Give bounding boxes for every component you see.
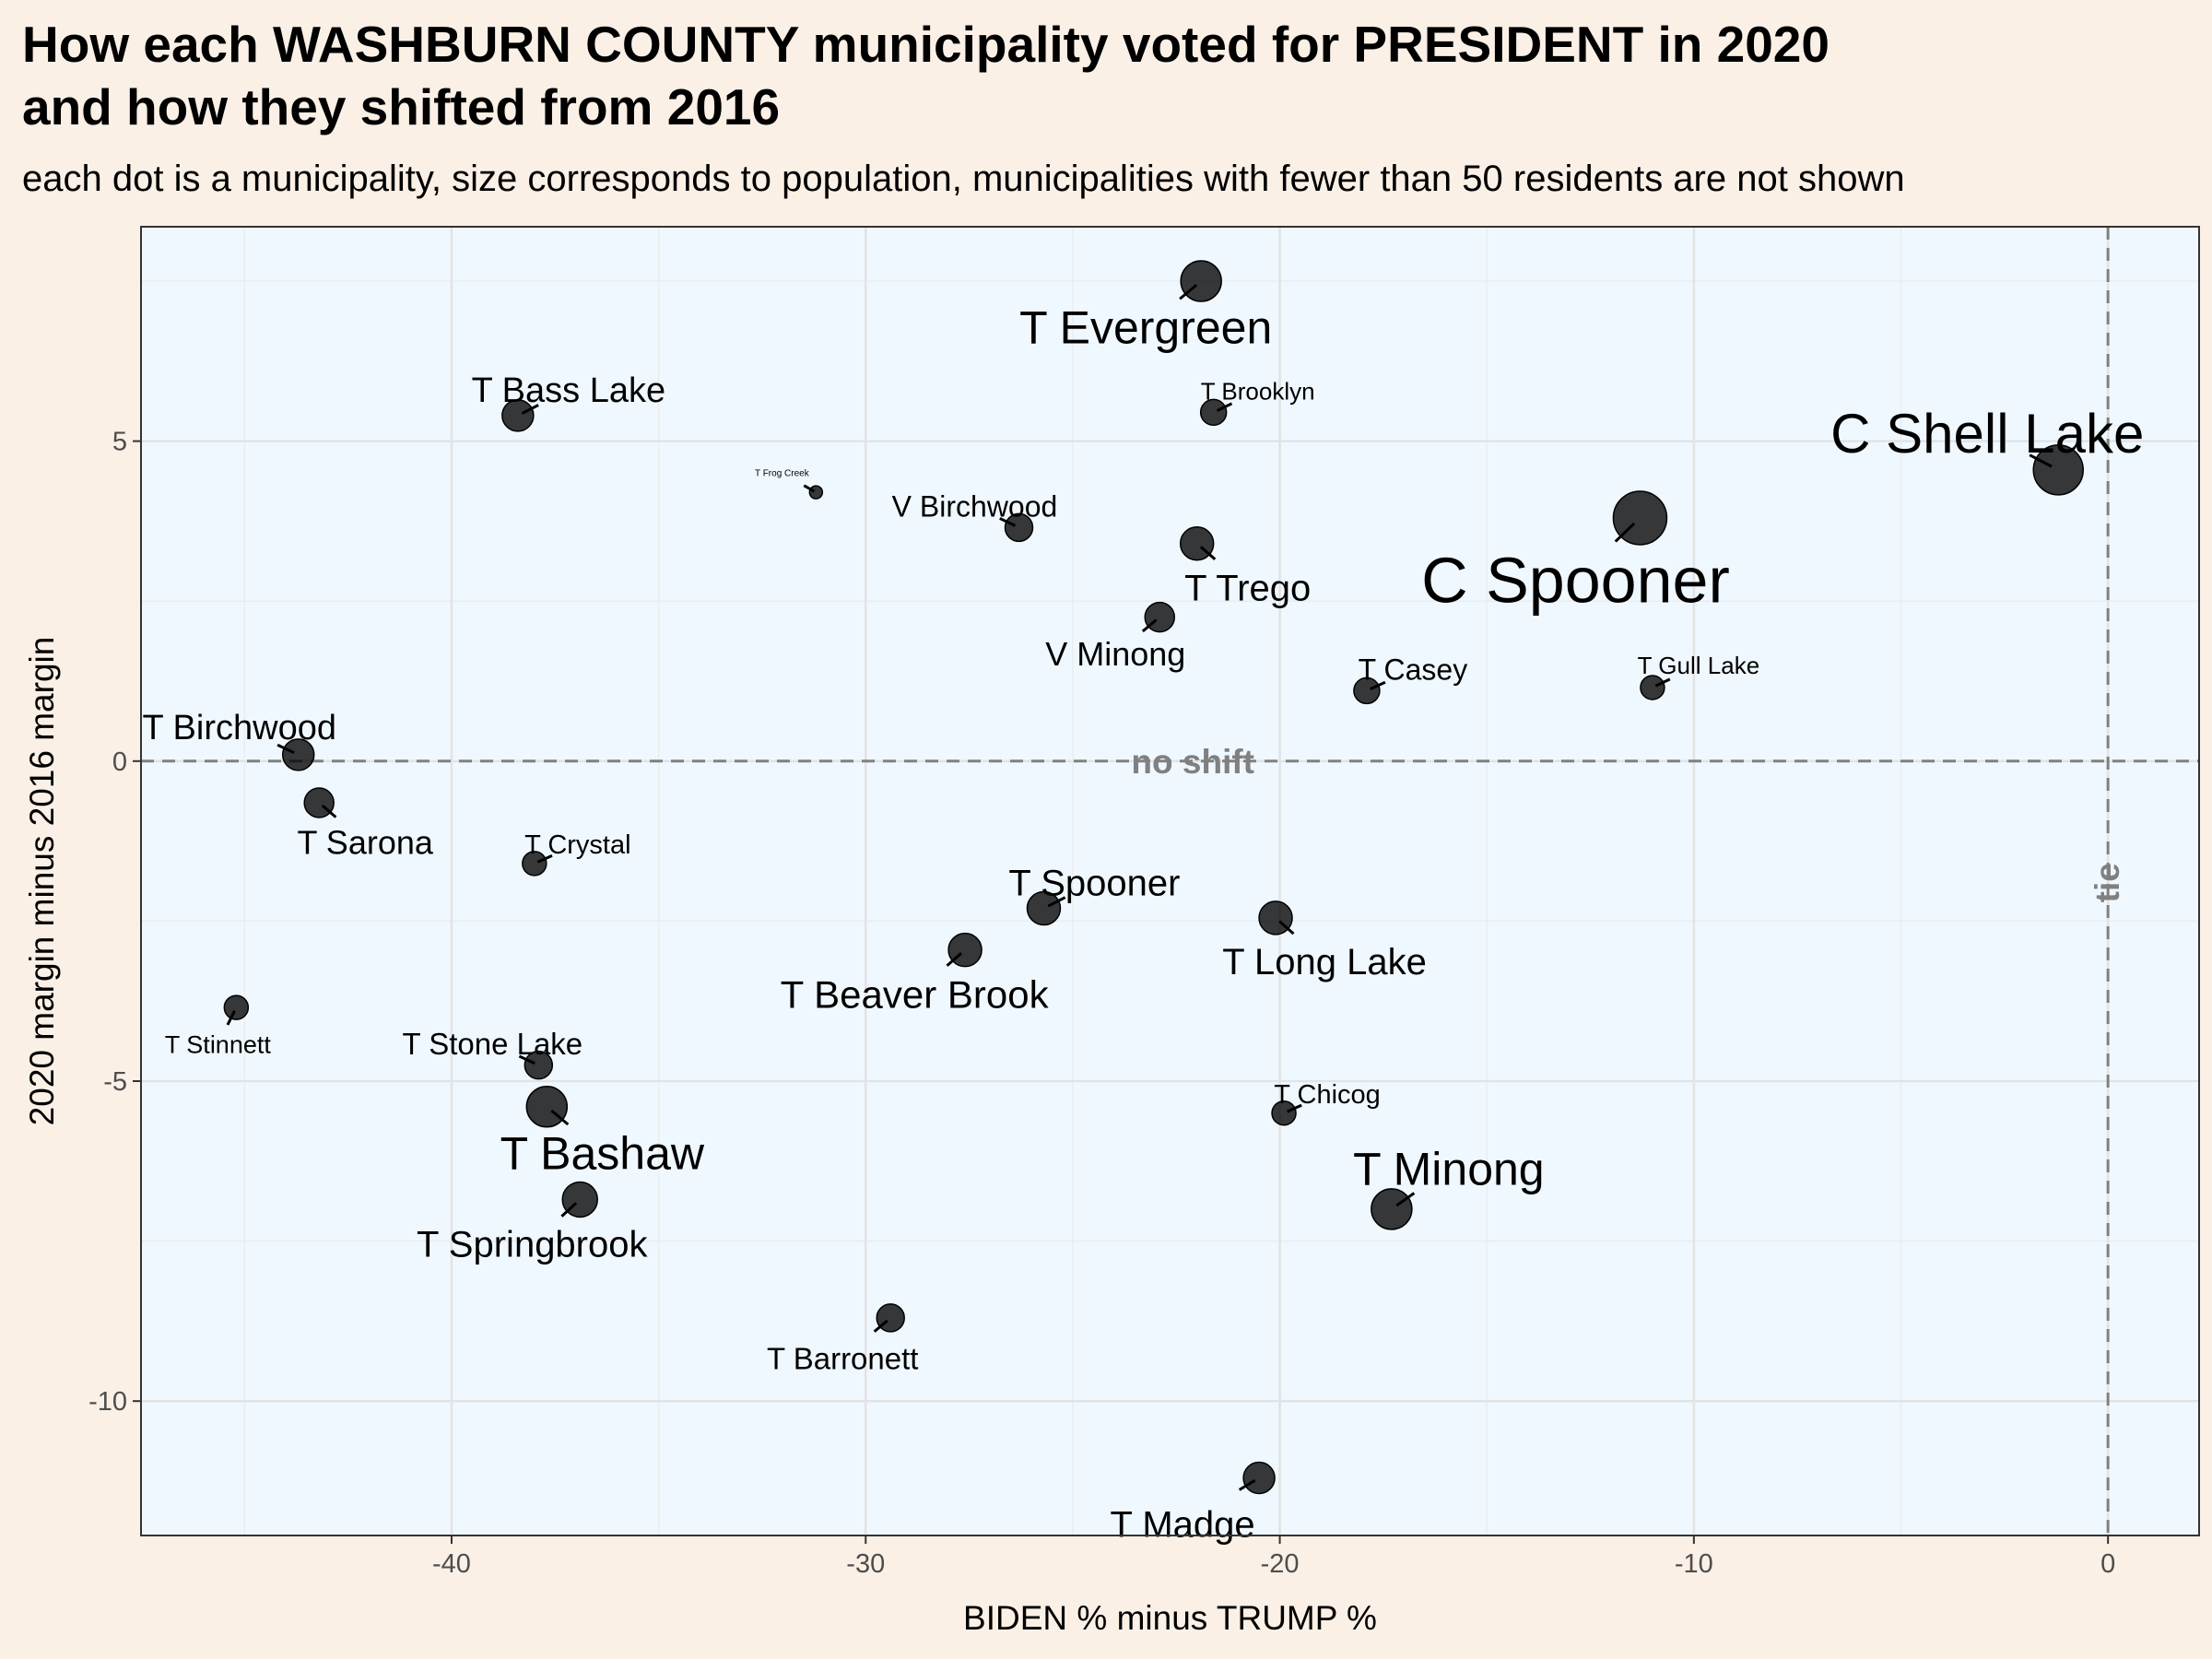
point-label-t-evergreen: T Evergreen xyxy=(1019,302,1272,354)
y-tick-label: -5 xyxy=(103,1067,127,1097)
point-t-minong xyxy=(1371,1188,1413,1230)
point-label-c-spooner: C Spooner xyxy=(1421,544,1730,616)
point-t-crystal xyxy=(522,851,547,877)
plot-panel xyxy=(141,227,2199,1535)
x-tick-label: -20 xyxy=(1261,1549,1300,1579)
point-t-casey xyxy=(1353,677,1381,705)
chart-subtitle: each dot is a municipality, size corresp… xyxy=(22,159,1905,199)
point-t-trego xyxy=(1179,525,1215,561)
x-tick-label: -10 xyxy=(1675,1549,1713,1579)
point-t-brooklyn xyxy=(1199,398,1228,427)
point-v-birchwood xyxy=(1004,512,1034,543)
point-t-beaver-brook xyxy=(947,932,982,968)
tie-label: tie xyxy=(2088,863,2126,902)
y-tick-label: -10 xyxy=(88,1387,127,1417)
no-shift-label: no shift xyxy=(1131,743,1254,781)
point-label-t-stone-lake: T Stone Lake xyxy=(402,1027,582,1061)
x-tick-label: -30 xyxy=(846,1549,885,1579)
point-label-t-springbrook: T Springbrook xyxy=(417,1224,649,1265)
point-label-t-bass-lake: T Bass Lake xyxy=(472,371,666,410)
chart-title-line-1: How each WASHBURN COUNTY municipality vo… xyxy=(22,16,1830,73)
point-label-v-birchwood: V Birchwood xyxy=(892,490,1058,524)
point-label-c-shell-lake: C Shell Lake xyxy=(1830,403,2144,465)
chart-title-line-2: and how they shifted from 2016 xyxy=(22,78,781,135)
y-tick-label: 5 xyxy=(112,428,127,457)
point-t-birchwood xyxy=(281,738,315,771)
x-axis-title: BIDEN % minus TRUMP % xyxy=(963,1599,1377,1637)
point-label-t-chicog: T Chicog xyxy=(1274,1080,1381,1110)
point-c-shell-lake xyxy=(2032,444,2084,496)
point-t-barronett xyxy=(876,1303,905,1333)
point-t-sarona xyxy=(303,787,335,818)
point-label-t-gull-lake: T Gull Lake xyxy=(1638,652,1759,679)
point-label-t-stinnett: T Stinnett xyxy=(165,1031,272,1059)
plot-border xyxy=(140,226,2200,1536)
chart-title: How each WASHBURN COUNTY municipality vo… xyxy=(22,13,2206,138)
point-label-t-minong: T Minong xyxy=(1353,1143,1545,1194)
point-label-t-casey: T Casey xyxy=(1359,653,1468,687)
point-v-minong xyxy=(1144,601,1176,633)
x-tick-label: 0 xyxy=(2100,1549,2115,1579)
point-label-t-frog-creek: T Frog Creek xyxy=(755,469,810,479)
point-label-t-sarona: T Sarona xyxy=(297,824,433,862)
point-t-chicog xyxy=(1271,1100,1297,1126)
point-label-t-madge: T Madge xyxy=(1111,1505,1255,1546)
y-tick-label: 0 xyxy=(112,747,127,777)
point-t-bass-lake xyxy=(501,399,535,432)
x-tick-label: -40 xyxy=(432,1549,471,1579)
point-t-spooner xyxy=(1026,890,1062,926)
point-label-t-bashaw: T Bashaw xyxy=(500,1127,705,1179)
point-label-t-barronett: T Barronett xyxy=(767,1341,918,1375)
point-label-t-spooner: T Spooner xyxy=(1008,864,1180,904)
point-t-bashaw xyxy=(525,1086,569,1128)
point-label-t-trego: T Trego xyxy=(1184,569,1311,609)
point-t-frog-creek xyxy=(808,485,824,500)
point-t-stone-lake xyxy=(524,1050,554,1080)
point-label-t-long-lake: T Long Lake xyxy=(1222,942,1427,982)
point-t-gull-lake xyxy=(1640,675,1665,700)
point-label-v-minong: V Minong xyxy=(1045,635,1185,673)
point-t-evergreen xyxy=(1180,260,1222,302)
point-t-long-lake xyxy=(1258,900,1293,935)
point-c-spooner xyxy=(1612,490,1668,546)
point-t-stinnett xyxy=(223,994,250,1020)
point-label-t-beaver-brook: T Beaver Brook xyxy=(781,972,1050,1016)
point-label-t-brooklyn: T Brooklyn xyxy=(1201,377,1315,405)
point-label-t-birchwood: T Birchwood xyxy=(142,709,336,747)
y-axis-title: 2020 margin minus 2016 margin xyxy=(23,637,61,1126)
point-t-madge xyxy=(1242,1461,1276,1495)
point-t-springbrook xyxy=(561,1181,599,1218)
point-label-t-crystal: T Crystal xyxy=(524,830,630,860)
